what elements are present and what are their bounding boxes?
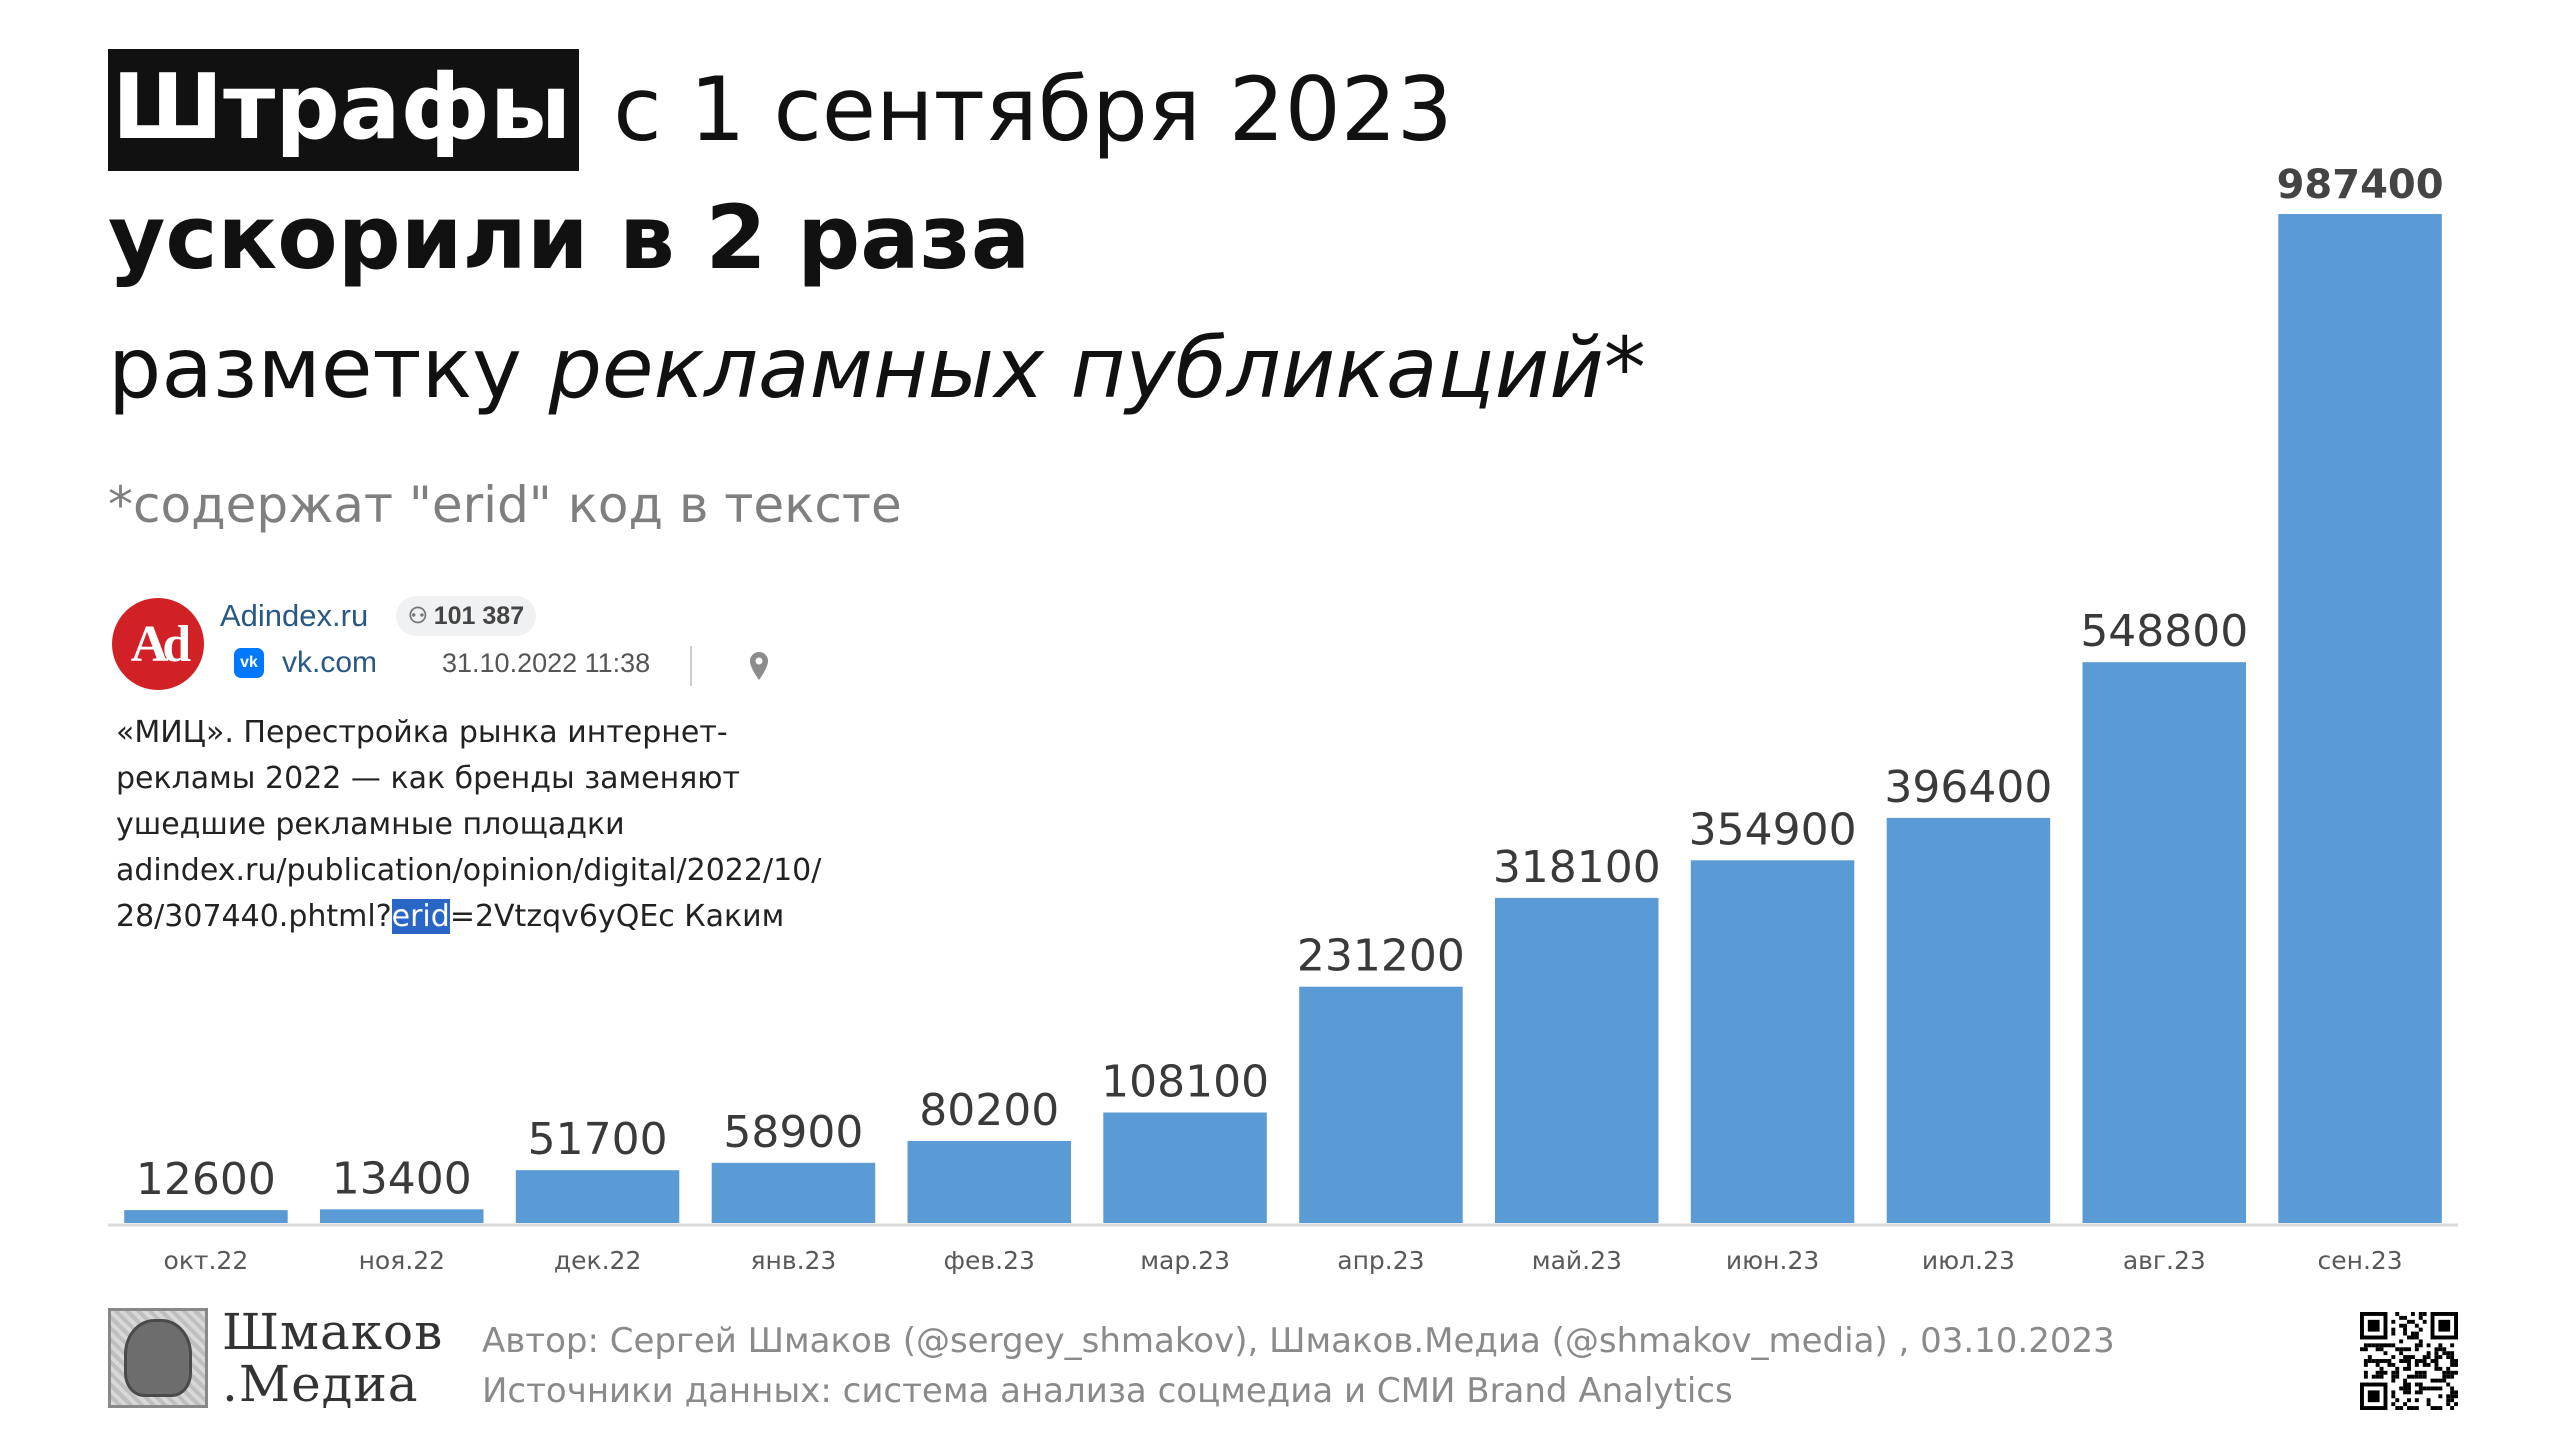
title-line-2: ускорили в 2 раза bbox=[108, 186, 1031, 289]
bar-ноя.22 bbox=[320, 1209, 484, 1223]
value-label: 80200 bbox=[919, 1085, 1059, 1136]
post-source[interactable]: vk vk.com bbox=[234, 646, 377, 680]
x-tick-labels: окт.22 ноя.22 дек.22 янв.23 фев.23 мар.23 апр.… bbox=[164, 1246, 2403, 1275]
bar-series bbox=[124, 214, 2442, 1223]
post-text-line: «МИЦ». Перестройка рынка интернет- bbox=[116, 715, 728, 750]
bar-май.23 bbox=[1495, 897, 1659, 1223]
post-text-segment: =2Vtzqv6yQEc Каким bbox=[449, 899, 785, 934]
x-tick-label: июл.23 bbox=[1922, 1246, 2015, 1275]
adindex-avatar: Ad bbox=[112, 598, 204, 690]
author-credit: Автор: Сергей Шмаков (@sergey_shmakov), … bbox=[482, 1321, 2115, 1361]
bar-сен.23 bbox=[2278, 214, 2442, 1223]
location-pin-icon[interactable] bbox=[750, 652, 768, 680]
brand-wordmark: Шмаков .Медиа bbox=[222, 1306, 443, 1410]
x-tick-label: мар.23 bbox=[1140, 1246, 1230, 1275]
title-line-3: разметку рекламных публикаций* bbox=[108, 322, 1646, 414]
x-tick-label: фев.23 bbox=[944, 1246, 1035, 1275]
footnote: *содержат "erid" код в тексте bbox=[108, 476, 902, 534]
vk-logo-icon: vk bbox=[234, 648, 264, 678]
post-author-name[interactable]: Adindex.ru bbox=[220, 598, 369, 633]
followers-badge: ⚇ 101 387 bbox=[396, 596, 537, 636]
value-label: 13400 bbox=[332, 1153, 472, 1204]
portrait-engraving-icon bbox=[124, 1319, 192, 1397]
x-tick-label: янв.23 bbox=[750, 1246, 836, 1275]
value-labels: 12600 13400 51700 58900 80200 108100 231200 318… bbox=[136, 162, 2444, 1205]
title-highlight: Штрафы bbox=[108, 49, 580, 171]
value-label: 548800 bbox=[2080, 606, 2248, 657]
brand-line-2: .Медиа bbox=[222, 1355, 419, 1413]
bar-фев.23 bbox=[907, 1141, 1071, 1223]
credits: Автор: Сергей Шмаков (@sergey_shmakov), … bbox=[482, 1316, 2115, 1416]
title-date: с 1 сентября 2023 bbox=[613, 58, 1453, 161]
value-label: 354900 bbox=[1689, 804, 1857, 855]
x-tick-label: апр.23 bbox=[1337, 1246, 1424, 1275]
post-text-line: adindex.ru/publication/opinion/digital/2… bbox=[116, 853, 822, 888]
post-text-line: рекламы 2022 — как бренды заменяют bbox=[116, 761, 741, 796]
bar-апр.23 bbox=[1299, 986, 1463, 1223]
vk-post-snippet: Ad Adindex.ru ⚇ 101 387 vk vk.com 31.10.… bbox=[112, 590, 892, 950]
post-text: «МИЦ». Перестройка рынка интернет- рекла… bbox=[116, 710, 896, 940]
value-label: 58900 bbox=[723, 1107, 863, 1158]
bar-дек.22 bbox=[515, 1170, 680, 1223]
bar-окт.22 bbox=[124, 1210, 288, 1223]
x-tick-label: сен.23 bbox=[2317, 1246, 2402, 1275]
post-text-line: ушедшие рекламные площадки bbox=[116, 807, 625, 842]
x-tick-label: июн.23 bbox=[1726, 1246, 1819, 1275]
people-icon: ⚇ bbox=[408, 603, 428, 628]
title-line-3-plain: разметку bbox=[108, 319, 549, 417]
value-label: 231200 bbox=[1297, 931, 1465, 982]
bar-chart: 12600 13400 51700 58900 80200 108100 231200 318… bbox=[108, 162, 2458, 1275]
value-label: 51700 bbox=[528, 1114, 668, 1165]
post-text-segment: 28/307440.phtml? bbox=[116, 899, 392, 934]
x-tick-label: дек.22 bbox=[554, 1246, 642, 1275]
data-sources: Источники данных: система анализа соцмед… bbox=[482, 1371, 1733, 1411]
followers-count: 101 387 bbox=[433, 601, 525, 630]
shmakov-media-logo bbox=[108, 1308, 208, 1408]
post-text-last-line: 28/307440.phtml?erid=2Vtzqv6yQEc Каким bbox=[116, 894, 896, 940]
value-label: 108100 bbox=[1101, 1057, 1269, 1108]
brand-line-1: Шмаков bbox=[222, 1303, 444, 1361]
bar-июн.23 bbox=[1690, 860, 1855, 1223]
bar-янв.23 bbox=[711, 1162, 876, 1223]
title-line-1: Штрафы с 1 сентября 2023 bbox=[108, 42, 1453, 178]
value-label: 396400 bbox=[1884, 762, 2052, 813]
bar-авг.23 bbox=[2082, 662, 2246, 1223]
post-date: 31.10.2022 11:38 bbox=[442, 648, 651, 678]
value-label: 12600 bbox=[136, 1154, 276, 1205]
x-tick-label: май.23 bbox=[1532, 1246, 1622, 1275]
x-tick-label: ноя.22 bbox=[359, 1246, 445, 1275]
x-tick-label: окт.22 bbox=[164, 1246, 249, 1275]
divider bbox=[690, 646, 692, 686]
bar-июл.23 bbox=[1886, 817, 2051, 1223]
erid-highlight: erid bbox=[391, 899, 450, 934]
value-label: 987400 bbox=[2277, 162, 2444, 208]
title-line-3-italic: рекламных публикаций* bbox=[548, 319, 1646, 417]
post-source-label: vk.com bbox=[282, 646, 378, 679]
x-tick-label: авг.23 bbox=[2123, 1246, 2206, 1275]
qr-code-icon[interactable] bbox=[2360, 1312, 2458, 1410]
value-label: 318100 bbox=[1493, 842, 1661, 893]
bar-мар.23 bbox=[1103, 1112, 1267, 1223]
